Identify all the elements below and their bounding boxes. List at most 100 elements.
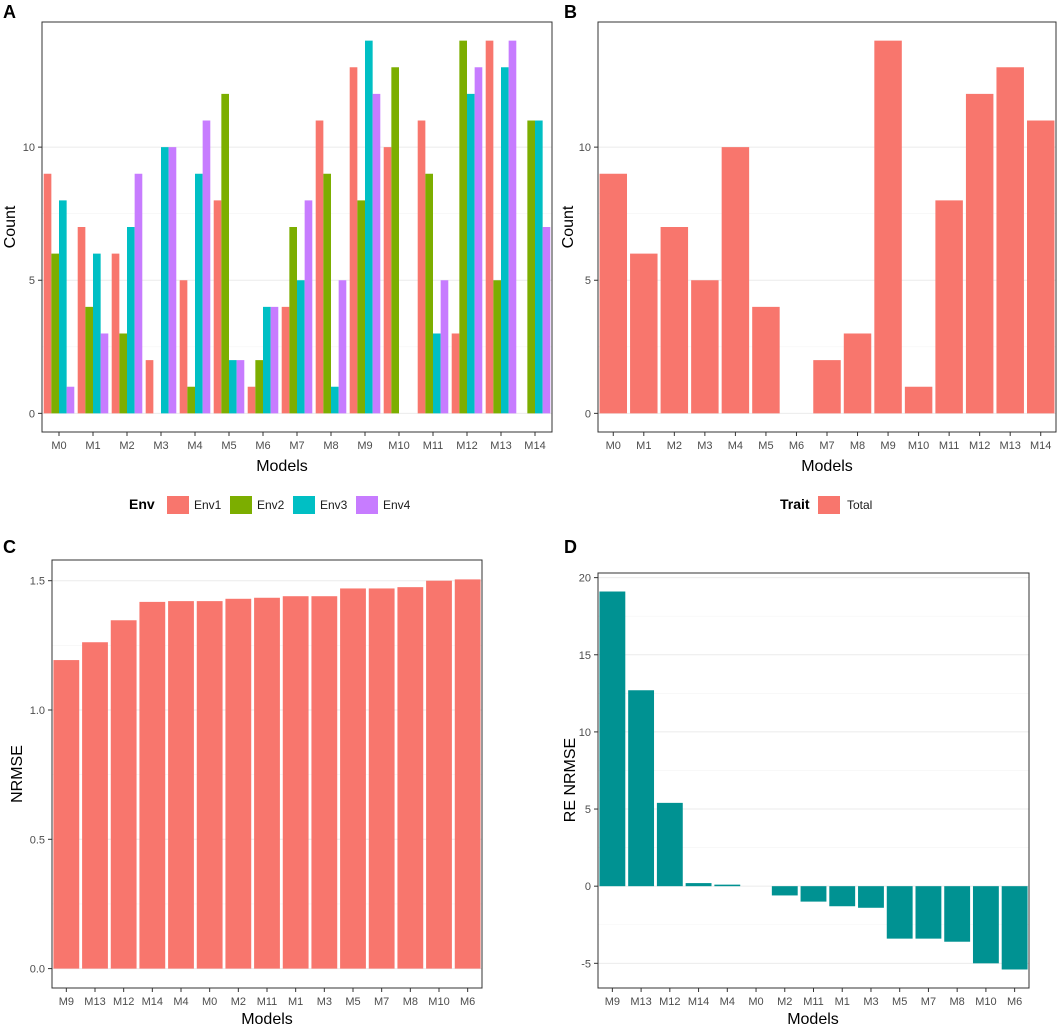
panel-d-x-tick-label-m0: M0 (748, 996, 763, 1008)
panel-d-bar-m11-re-nrmse (800, 886, 827, 902)
legend-swatch-env1 (167, 496, 189, 514)
panel-c-x-tick-label-m9: M9 (59, 996, 74, 1008)
panel-d-y-tick-label: 5 (585, 804, 591, 816)
panel-d-x-tick-label-m3: M3 (863, 996, 878, 1008)
legend-label-total: Total (847, 498, 872, 512)
legend-swatch-env4 (356, 496, 378, 514)
panel-b-x-tick-label-m11: M11 (939, 440, 960, 452)
panel-a-bar-m5-env4 (236, 360, 245, 414)
panel-d-bar-m1-re-nrmse (829, 886, 856, 907)
panel-b-x-tick-label-m13: M13 (999, 440, 1020, 452)
panel-b-bar-m12-total (965, 93, 994, 414)
panel-a-x-tick-label-m7: M7 (289, 440, 304, 452)
panel-d-x-tick-label-m14: M14 (688, 996, 709, 1008)
panel-a-bar-m8-env4 (338, 280, 347, 414)
panel-c-x-axis-title: Models (241, 1011, 293, 1028)
panel-a-bar-m2-env2 (119, 333, 127, 414)
panel-a-legend: Env Env1 Env2 Env3 Env4 (129, 496, 411, 514)
panel-a-bar-m14-env3 (535, 120, 543, 414)
panel-a-x-tick-label-m8: M8 (323, 440, 338, 452)
panel-d-x-tick-label-m6: M6 (1007, 996, 1022, 1008)
panel-a-x-tick-label-m9: M9 (357, 440, 372, 452)
panel-b-x-tick-label-m3: M3 (697, 440, 712, 452)
panel-c-bar-m8-nrmse (397, 587, 424, 969)
panel-c-bar-m5-nrmse (340, 588, 366, 969)
panel-a-bar-m0-env3 (59, 200, 67, 414)
panel-c-x-tick-label-m11: M11 (257, 996, 278, 1008)
panel-a-y-tick-label: 0 (29, 408, 35, 420)
panel-d-y-tick-label: 0 (585, 881, 591, 893)
panel-a-bar-m5-env2 (221, 93, 229, 414)
legend-swatch-env2 (230, 496, 252, 514)
panel-a-bar-m10-env2 (391, 67, 399, 414)
panel-a-bar-m12-env2 (459, 40, 467, 414)
panel-a-x-tick-label-m3: M3 (153, 440, 168, 452)
panel-letter-b: B (564, 2, 577, 22)
panel-d-x-tick-label-m12: M12 (659, 996, 680, 1008)
panel-c-bar-m3-nrmse (311, 596, 338, 969)
panel-a-bar-m4-env3 (195, 173, 203, 414)
panel-a-bar-m3-env3 (161, 147, 169, 414)
legend-label-env2: Env2 (257, 498, 285, 512)
panel-c-x-tick-label-m13: M13 (84, 996, 105, 1008)
panel-b-x-axis-title: Models (801, 458, 853, 475)
panel-c-x-tick-label-m4: M4 (173, 996, 188, 1008)
panel-a-bar-m10-env1 (383, 147, 392, 414)
panel-b-y-tick-label: 10 (579, 142, 591, 154)
panel-d-y-tick-label: -5 (581, 958, 591, 970)
panel-c-y-tick-label: 1.5 (30, 576, 45, 588)
panel-c-bar-m9-nrmse (53, 660, 80, 969)
panel-d-bar-m12-re-nrmse (656, 802, 683, 887)
panel-c-bar-m1-nrmse (282, 596, 309, 969)
panel-c-x-tick-label-m0: M0 (202, 996, 217, 1008)
panel-d-bar-m4-re-nrmse (714, 884, 741, 887)
panel-c-y-tick-label: 1.0 (30, 705, 45, 717)
panel-a-bar-m13-env2 (493, 280, 501, 414)
panel-a-bar-m9-env1 (349, 67, 358, 414)
panel-d-bar-m2-re-nrmse (771, 886, 798, 896)
panel-a-bar-m3-env4 (168, 147, 177, 414)
panel-a-x-tick-label-m0: M0 (51, 440, 66, 452)
panel-b-x-tick-label-m1: M1 (636, 440, 651, 452)
panel-b-bar-m4-total (721, 147, 750, 414)
panel-b-bar-m9-total (874, 40, 902, 414)
panel-c-bar-m4-nrmse (168, 601, 194, 969)
panel-a-bar-m2-env1 (111, 253, 120, 414)
panel-a-x-tick-label-m13: M13 (490, 440, 511, 452)
panel-d-y-tick-label: 15 (579, 650, 591, 662)
panel-a-x-tick-label-m6: M6 (255, 440, 270, 452)
panel-b-x-tick-label-m5: M5 (758, 440, 773, 452)
panel-a-bar-m5-env1 (213, 200, 222, 414)
panel-a-bar-m8-env3 (331, 386, 339, 414)
panel-a-bar-m0-env2 (51, 253, 59, 414)
panel-c-bar-m13-nrmse (82, 642, 108, 969)
panel-a-x-tick-label-m10: M10 (388, 440, 409, 452)
panel-d-x-tick-label-m5: M5 (892, 996, 907, 1008)
panel-c-x-tick-label-m14: M14 (142, 996, 163, 1008)
panel-b-bar-m7-total (813, 360, 841, 414)
panel-b-x-tick-label-m9: M9 (880, 440, 895, 452)
panel-a-x-tick-label-m11: M11 (423, 440, 444, 452)
panel-a-bar-m8-env2 (323, 173, 331, 414)
panel-a-bar-m4-env1 (179, 280, 188, 414)
panel-c-bar-m0-nrmse (196, 601, 223, 969)
panel-c-chart: 0.0 0.5 1.0 1.5 M9 M13 M12 M14 M4 M0 M2 M11 M1 M3 M5 M… (9, 559, 483, 1028)
panel-c-y-tick-label: 0.0 (30, 964, 45, 976)
panel-a-chart: 0 5 10 M0 M1 M2 M3 M4 M5 M6 M7 M8 M9 M10 M11 M12 M13 M14… (2, 21, 553, 514)
panel-a-bar-m4-env2 (187, 386, 195, 414)
panel-b-bar-m8-total (843, 333, 872, 414)
panel-c-x-tick-label-m6: M6 (460, 996, 475, 1008)
panel-a-bar-m9-env2 (357, 200, 365, 414)
panel-b-y-axis-title: Count (560, 205, 577, 248)
panel-a-x-tick-label-m12: M12 (456, 440, 477, 452)
panel-b-legend-title: Trait (780, 496, 810, 512)
panel-d-x-tick-label-m8: M8 (950, 996, 965, 1008)
panel-c-y-tick-label: 0.5 (30, 834, 45, 846)
panel-a-bar-m7-env2 (289, 227, 297, 414)
panel-a-bar-m9-env3 (365, 40, 373, 414)
legend-label-env3: Env3 (320, 498, 348, 512)
panel-b-x-tick-label-m12: M12 (969, 440, 990, 452)
panel-a-x-tick-label-m5: M5 (221, 440, 236, 452)
panel-a-x-tick-label-m14: M14 (524, 440, 545, 452)
panel-b-bar-m2-total (660, 227, 689, 414)
